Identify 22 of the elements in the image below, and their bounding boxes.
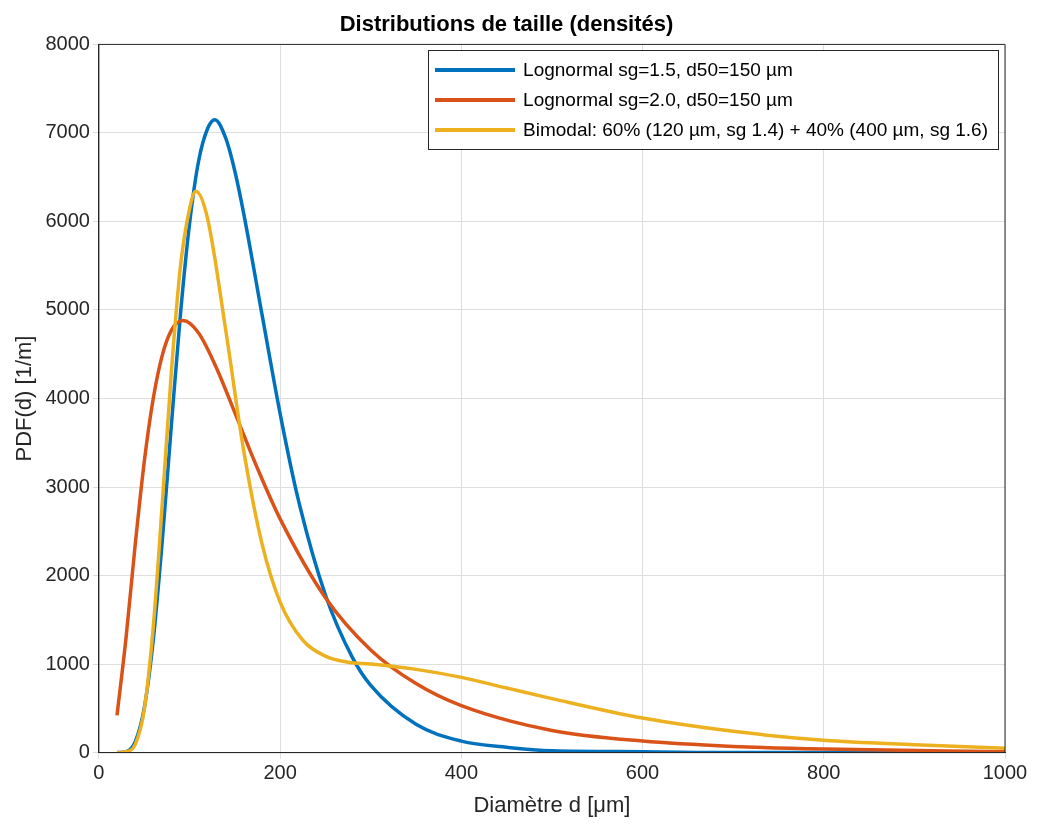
y-tick-label: 1000 bbox=[45, 651, 90, 674]
y-tick-label: 8000 bbox=[45, 31, 90, 54]
y-tick-label: 4000 bbox=[45, 386, 90, 409]
y-tick-label: 2000 bbox=[45, 563, 90, 586]
legend-label: Bimodal: 60% (120 µm, sg 1.4) + 40% (400 µm, sg 1.6) bbox=[523, 119, 988, 141]
x-tick-label: 200 bbox=[263, 761, 297, 784]
legend-label: Lognormal sg=1.5, d50=150 µm bbox=[523, 59, 793, 81]
x-tick-label: 0 bbox=[93, 761, 105, 784]
x-tick-label: 600 bbox=[625, 761, 660, 784]
y-tick-label: 3000 bbox=[45, 474, 90, 497]
x-axis-title: Diamètre d [μm] bbox=[473, 791, 631, 817]
y-tick-label: 0 bbox=[78, 740, 90, 763]
y-tick-label: 5000 bbox=[45, 297, 90, 320]
legend-label: Lognormal sg=2.0, d50=150 µm bbox=[523, 89, 793, 111]
chart-title: Distributions de taille (densités) bbox=[339, 11, 674, 37]
line-series bbox=[115, 318, 1005, 753]
y-tick-label: 6000 bbox=[45, 208, 90, 231]
x-tick-label: 1000 bbox=[982, 761, 1028, 784]
y-tick-label: 7000 bbox=[45, 120, 90, 143]
x-tick-label: 400 bbox=[444, 761, 479, 784]
x-tick-label: 800 bbox=[807, 761, 841, 784]
y-axis-title: PDF(d) [1/m] bbox=[11, 335, 37, 462]
